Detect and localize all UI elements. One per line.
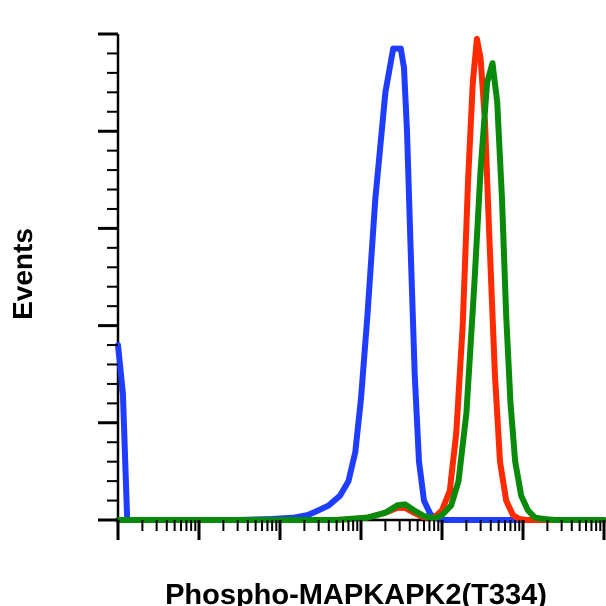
series-group [115, 35, 606, 523]
y-axis-title: Events [7, 228, 38, 320]
series-line-1 [115, 45, 606, 523]
series-line-2 [115, 35, 606, 523]
axis-ticks [98, 32, 606, 540]
series-line-3 [115, 60, 606, 523]
x-axis-title: Phospho-MAPKAPK2(T334) [165, 579, 547, 606]
